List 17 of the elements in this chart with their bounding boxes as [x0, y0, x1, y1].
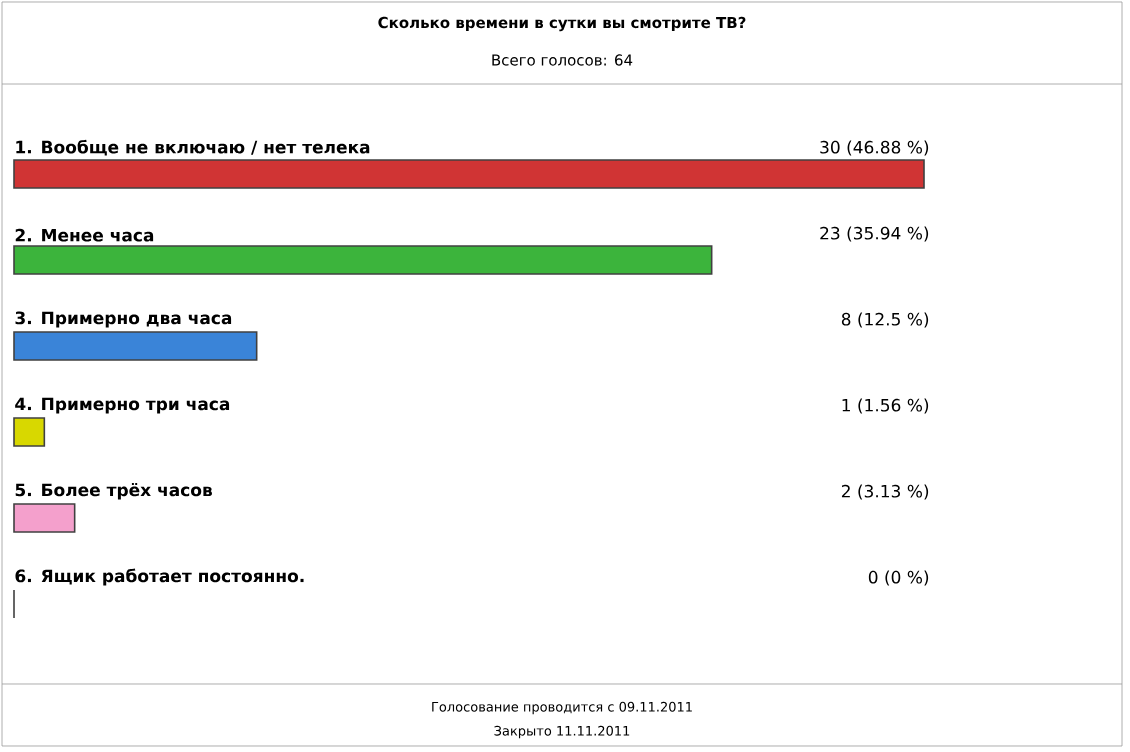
bar [13, 245, 713, 275]
y-tick-label: 4. Примерно три часа [15, 397, 230, 414]
y-tick-label: 5. Более трёх часов [15, 482, 212, 500]
data-label: 23 (35.94 %) [820, 226, 929, 242]
bar [13, 159, 925, 189]
bar [13, 331, 258, 361]
data-label: 0 (0 %) [868, 570, 929, 586]
data-label: 30 (46.88 %) [820, 140, 929, 156]
bar [13, 503, 76, 533]
data-label: 8 (12.5 %) [841, 312, 929, 328]
data-label: 2 (3.13 %) [841, 484, 929, 500]
y-tick-label: 6. Ящик работает постоянно. [15, 568, 304, 586]
bar [13, 417, 46, 447]
data-label: 1 (1.56 %) [842, 398, 929, 414]
y-tick-label: 3. Примерно два часа [15, 311, 232, 328]
y-tick-label: 2. Менее часа [15, 228, 154, 242]
y-tick-label: 1. Вообще не включаю / нет телека [16, 139, 370, 156]
